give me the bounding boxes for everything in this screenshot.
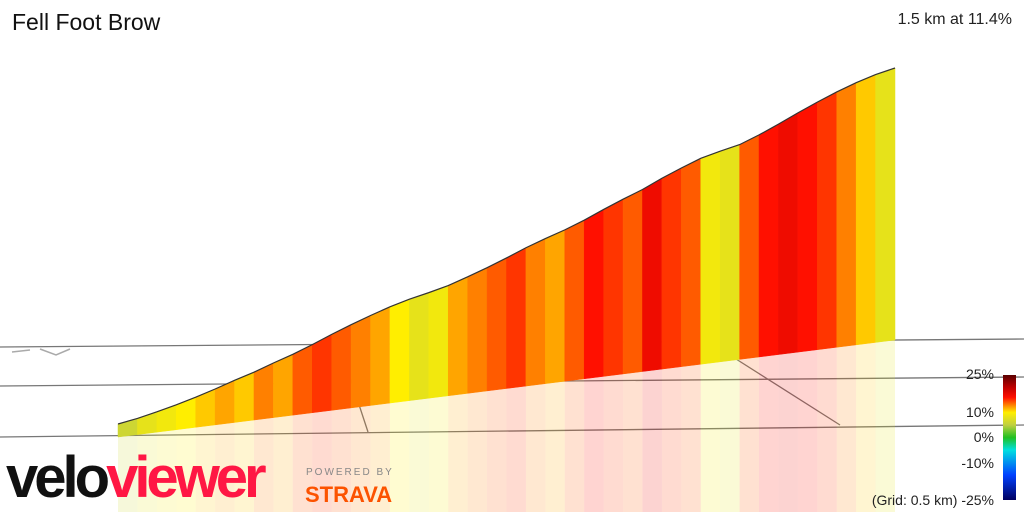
gradient-strip [836,82,857,348]
reflection-strip [584,376,604,512]
reflection-strip [720,359,740,512]
reflection-strip [739,356,760,512]
colorbar-tick: 0% [973,429,994,445]
reflection-strip [681,364,701,512]
veloviewer-logo: veloviewer [6,445,267,510]
reflection-strip [370,403,390,512]
gradient-strip [506,247,527,389]
colorbar-tick: -10% [961,455,994,471]
gradient-strip [622,189,643,375]
grid-line [0,424,1024,438]
reflection-strip [234,420,254,512]
colorbar-tick: 25% [965,366,994,382]
reflection-strip [778,352,798,512]
reflection-strip [836,344,857,512]
reflection-strip [156,429,177,512]
gradient-strip [292,344,313,416]
reflection-strip [603,373,624,512]
gradient-strip [214,379,235,426]
reflection-strip [642,369,662,512]
reflection-strip [661,366,682,512]
reflection-strip [428,395,449,512]
gradient-strip [409,292,430,401]
gradient-strip [486,257,507,392]
reflection-strip [623,371,643,512]
reflection-strip [525,383,546,512]
reflection-strip [253,417,274,512]
gradient-strip [273,353,294,418]
colorbar-tick: 10% [965,404,994,420]
gradient-strip [370,306,391,406]
gradient-strip [447,276,468,397]
reflection-strip [875,340,895,512]
gradient-strip [739,134,760,360]
reflection-strip [700,361,721,512]
profile-line [117,67,896,425]
gradient-strip [855,74,876,346]
gradient-strip [253,362,274,421]
gradient-strip [389,298,410,404]
grid-line [724,351,841,426]
gradient-strip [700,150,721,365]
reflection-strip [176,427,196,512]
gradient-strip [331,324,352,411]
gradient-strip [797,101,818,353]
reflection-strip [389,400,410,512]
colorbar-tick: (Grid: 0.5 km) -25% [871,492,994,508]
reflection-strip [351,405,371,512]
gradient-strip [603,198,624,377]
reflection-strip [506,386,526,512]
reflection-strip [292,412,313,512]
segment-title: Fell Foot Brow [12,9,161,35]
gradient-strip [758,123,779,358]
gradient-strip [176,396,196,431]
gradient-strip [467,267,488,394]
gradient-strip [564,219,585,382]
reflection-strip [118,434,138,512]
gradient-strip [545,229,566,384]
reflection-strip [545,381,565,512]
reflection-strip [273,415,293,512]
gradient-strip [817,91,837,350]
segment-summary: 1.5 km at 11.4% [897,11,1012,28]
reflection-strip [137,432,157,512]
reflection-strip [215,422,235,512]
reflection-strip [759,354,779,512]
reflection-strip [331,407,352,512]
powered-by-label: POWERED BY [306,467,394,478]
reflection-strip [564,378,585,512]
reflection-strip [467,390,488,512]
gradient-strip [681,157,701,367]
gradient-strip [583,209,604,380]
reflection-strip [856,342,876,512]
gradient-strip [525,238,546,387]
gradient-strip [719,144,740,363]
gradient-strip [642,177,663,372]
gradient-strip [350,315,371,409]
gradient-strip [875,67,896,343]
reflection-strip [409,398,429,512]
gradient-strip [312,333,332,414]
reflection-strip [195,424,216,512]
reflection-strip [797,349,818,512]
north-arrow-icon [11,348,71,356]
strava-logo: STRAVA [305,482,393,507]
gradient-strip [428,285,449,399]
gradient-colorbar [1003,375,1016,500]
reflection-strip [312,410,332,512]
reflection-strip [487,388,507,512]
reflection-strip [448,393,468,512]
gradient-strip [661,167,682,370]
gradient-strip [778,112,799,355]
grid-note: (Grid: 0.5 km) [871,492,958,508]
gradient-strip [195,388,216,428]
reflection-strip [817,347,837,512]
